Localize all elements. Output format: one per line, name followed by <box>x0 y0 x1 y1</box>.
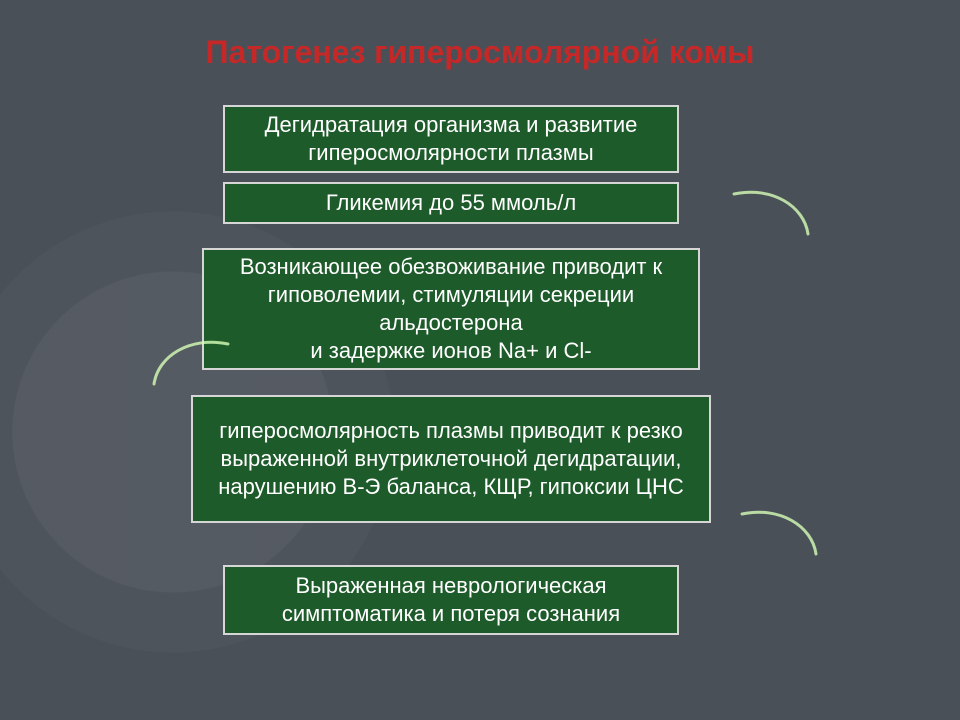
flow-box-2-text: Гликемия до 55 ммоль/л <box>326 189 576 217</box>
flow-box-4: гиперосмолярность плазмы приводит к резк… <box>191 395 711 523</box>
flow-box-1: Дегидратация организма и развитие гиперо… <box>223 105 679 173</box>
flow-box-3-text: Возникающее обезвоживание приводит к гип… <box>218 253 684 366</box>
page-title: Патогенез гиперосмолярной комы <box>0 34 960 71</box>
flow-box-3: Возникающее обезвоживание приводит к гип… <box>202 248 700 370</box>
flow-arrow-3 <box>720 490 870 640</box>
flow-box-1-text: Дегидратация организма и развитие гиперо… <box>239 111 663 167</box>
flow-box-5-text: Выраженная неврологическая симптоматика … <box>239 572 663 628</box>
flow-box-4-text: гиперосмолярность плазмы приводит к резк… <box>207 417 695 501</box>
flow-box-5: Выраженная неврологическая симптоматика … <box>223 565 679 635</box>
flow-arrow-1 <box>712 170 862 320</box>
flow-box-2: Гликемия до 55 ммоль/л <box>223 182 679 224</box>
